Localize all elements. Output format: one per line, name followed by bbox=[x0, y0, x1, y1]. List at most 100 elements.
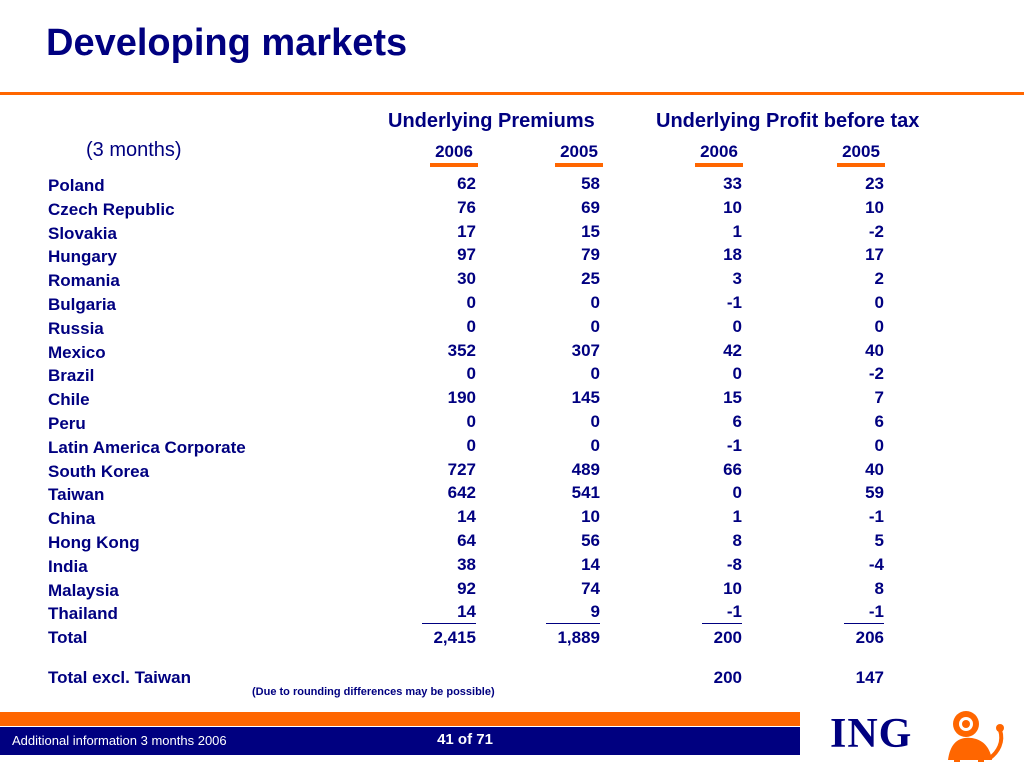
row-value: 3 bbox=[732, 269, 742, 289]
row-value: 0 bbox=[874, 435, 884, 455]
year-accent-bar bbox=[837, 163, 885, 167]
profit-header: Underlying Profit before tax bbox=[656, 110, 920, 132]
row-value: 0 bbox=[732, 483, 742, 503]
row-value: 97 bbox=[457, 245, 476, 265]
row-value: 56 bbox=[581, 531, 600, 550]
row-value: 541 bbox=[571, 483, 600, 503]
row-value: 23 bbox=[865, 174, 884, 193]
total-value: 1,889 bbox=[557, 628, 600, 647]
footer-bar bbox=[0, 727, 800, 755]
logo-wordmark: ING bbox=[830, 711, 913, 757]
row-value: 18 bbox=[723, 245, 742, 265]
row-value: 30 bbox=[457, 269, 476, 289]
row-label: Poland bbox=[48, 176, 105, 195]
total-excl-label: Total excl. Taiwan bbox=[48, 668, 191, 687]
row-label: Latin America Corporate bbox=[48, 437, 246, 457]
year-accent-bar bbox=[695, 163, 743, 167]
row-value: 58 bbox=[581, 174, 600, 193]
row-value: 727 bbox=[447, 459, 476, 479]
row-value: 40 bbox=[865, 340, 884, 360]
row-value: 0 bbox=[466, 412, 476, 431]
row-value: -4 bbox=[868, 554, 884, 574]
row-label: Russia bbox=[48, 318, 104, 338]
row-value: 9 bbox=[590, 602, 600, 622]
row-value: 0 bbox=[874, 293, 884, 312]
footer-accent-bar bbox=[0, 712, 800, 726]
row-value: 0 bbox=[590, 293, 600, 312]
row-value: 14 bbox=[457, 507, 476, 527]
row-value: 0 bbox=[732, 364, 742, 384]
row-value: 40 bbox=[865, 459, 884, 479]
rounding-note: (Due to rounding differences may be poss… bbox=[252, 686, 495, 698]
row-value: -2 bbox=[868, 364, 884, 384]
row-value: 8 bbox=[732, 531, 742, 550]
row-label: South Korea bbox=[48, 461, 150, 481]
footer-text: Additional information 3 months 2006 bbox=[12, 733, 227, 748]
row-value: 8 bbox=[874, 578, 884, 598]
row-value: 0 bbox=[466, 316, 476, 336]
row-value: 66 bbox=[723, 459, 742, 479]
row-value: -8 bbox=[726, 554, 742, 574]
row-value: 76 bbox=[457, 197, 476, 217]
total-value: 2,415 bbox=[433, 628, 476, 647]
row-value: 307 bbox=[571, 340, 600, 360]
ing-logo: ING bbox=[830, 708, 1020, 764]
row-value: 0 bbox=[590, 316, 600, 336]
row-value: 0 bbox=[590, 412, 600, 431]
row-value: 489 bbox=[571, 459, 600, 479]
row-value: 14 bbox=[457, 602, 476, 622]
row-value: 92 bbox=[457, 578, 476, 598]
subtotal-underline bbox=[844, 623, 884, 625]
row-label: Chile bbox=[48, 390, 90, 410]
row-value: 1 bbox=[732, 507, 742, 527]
row-value: -1 bbox=[726, 435, 742, 455]
row-value: 69 bbox=[581, 197, 600, 217]
row-label: Hong Kong bbox=[48, 533, 140, 552]
title-divider bbox=[0, 92, 1024, 95]
row-label: Slovakia bbox=[48, 223, 117, 243]
year-profit-2006: 2006 bbox=[700, 142, 738, 161]
row-value: 10 bbox=[723, 578, 742, 598]
row-label: Thailand bbox=[48, 604, 118, 624]
row-label: Czech Republic bbox=[48, 199, 175, 219]
row-value: 0 bbox=[590, 435, 600, 455]
row-value: 10 bbox=[723, 197, 742, 217]
row-value: 0 bbox=[874, 316, 884, 336]
row-label: China bbox=[48, 509, 96, 529]
row-value: 15 bbox=[723, 388, 742, 408]
row-label: Peru bbox=[48, 414, 86, 433]
row-value: 6 bbox=[732, 412, 742, 431]
row-value: -1 bbox=[868, 507, 884, 527]
row-value: 38 bbox=[457, 554, 476, 574]
row-value: 0 bbox=[590, 364, 600, 384]
total-excl-value: 147 bbox=[855, 668, 884, 687]
row-value: 0 bbox=[466, 364, 476, 384]
premiums-header: Underlying Premiums bbox=[388, 110, 595, 132]
row-value: 64 bbox=[457, 531, 476, 550]
row-label: Brazil bbox=[48, 366, 95, 386]
total-excl-value: 200 bbox=[713, 668, 742, 687]
row-value: 10 bbox=[865, 197, 884, 217]
row-value: 7 bbox=[874, 388, 884, 408]
lion-icon bbox=[948, 711, 1004, 762]
period-label: (3 months) bbox=[86, 139, 182, 161]
row-value: 74 bbox=[581, 578, 600, 598]
row-value: 190 bbox=[447, 388, 476, 408]
subtotal-underline bbox=[546, 623, 600, 625]
row-value: 145 bbox=[571, 388, 600, 408]
row-value: 15 bbox=[581, 221, 600, 241]
row-label: Hungary bbox=[48, 247, 117, 267]
row-value: -1 bbox=[726, 293, 742, 312]
row-label: Taiwan bbox=[48, 485, 105, 505]
row-value: 0 bbox=[732, 316, 742, 336]
row-value: 10 bbox=[581, 507, 600, 527]
year-profit-2005: 2005 bbox=[842, 142, 880, 161]
row-value: 59 bbox=[865, 483, 884, 503]
row-value: -1 bbox=[868, 602, 884, 622]
row-value: 0 bbox=[466, 293, 476, 312]
row-label: India bbox=[48, 556, 88, 576]
row-label: Mexico bbox=[48, 342, 106, 362]
row-value: 17 bbox=[865, 245, 884, 265]
row-value: 62 bbox=[457, 174, 476, 193]
row-value: 642 bbox=[447, 483, 476, 503]
